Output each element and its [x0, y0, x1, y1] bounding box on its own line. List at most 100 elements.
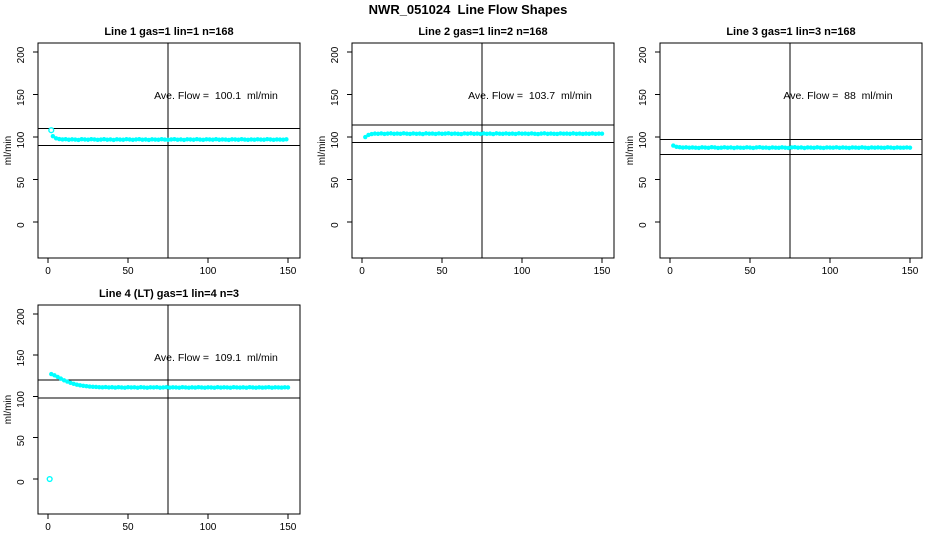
x-tick-label: 150 [280, 522, 297, 533]
data-point [786, 145, 791, 151]
data-point [281, 137, 286, 142]
data-point [683, 145, 689, 150]
data-point [92, 137, 97, 142]
data-point [583, 131, 589, 136]
data-point [827, 145, 833, 150]
x-tick-label: 0 [45, 522, 51, 533]
y-tick-label: 100 [330, 131, 341, 148]
data-point [79, 137, 84, 142]
y-tick-label: 100 [16, 131, 27, 148]
data-point [516, 131, 522, 136]
data-point [237, 385, 243, 390]
panel-title-line-4: Line 4 (LT) gas=1 lin=4 n=3 [98, 288, 240, 300]
data-points [363, 131, 605, 140]
data-point [223, 137, 228, 142]
data-point [674, 144, 679, 150]
data-point [164, 384, 169, 390]
data-point [863, 145, 868, 150]
data-point [207, 137, 212, 142]
data-point [596, 131, 602, 136]
y-tick-label: 200 [638, 46, 649, 63]
data-point [116, 384, 121, 390]
data-point [148, 385, 153, 390]
data-point [770, 145, 775, 150]
data-point [548, 131, 554, 136]
data-point [824, 145, 830, 150]
data-point [699, 145, 705, 150]
data-point [274, 137, 280, 142]
data-point [133, 137, 139, 142]
data-point [169, 137, 174, 142]
data-point [744, 145, 750, 150]
y-axis-label: ml/min [317, 136, 328, 165]
data-point [395, 131, 400, 136]
data-point [564, 131, 570, 136]
data-point [722, 145, 727, 150]
data-point [735, 145, 740, 150]
data-point [159, 137, 164, 142]
data-point [100, 385, 105, 390]
data-point [529, 131, 534, 136]
data-point [423, 131, 429, 136]
panel-line-3: Line 3 gas=1 lin=3 n=168 0 50 100 150 0 50 100… [622, 18, 936, 278]
x-tick-label: 100 [822, 266, 839, 277]
data-point [907, 145, 913, 150]
data-point [260, 385, 265, 390]
x-tick-label: 100 [514, 266, 531, 277]
data-point [205, 385, 211, 390]
data-point [687, 145, 692, 150]
plot-line-2: 0 50 100 150 0 50 100 150 200 ml/min [317, 42, 615, 277]
x-tick-label: 50 [744, 266, 756, 277]
data-point [84, 384, 89, 389]
data-point [475, 131, 480, 136]
data-point [89, 136, 94, 142]
data-point [818, 145, 823, 150]
data-point [212, 385, 217, 390]
data-point [57, 136, 62, 142]
data-point [202, 385, 208, 390]
data-point [888, 145, 894, 150]
data-point [709, 145, 714, 150]
y-tick-label: 100 [16, 391, 27, 408]
data-point [242, 137, 248, 142]
data-point [105, 137, 110, 142]
data-point [587, 131, 592, 136]
data-point [98, 137, 104, 142]
data-point [462, 131, 467, 136]
data-point [837, 145, 842, 151]
data-point [69, 137, 75, 142]
data-point [149, 137, 155, 142]
data-point [197, 137, 203, 142]
data-point [119, 385, 124, 390]
data-point [561, 131, 566, 136]
y-tick-label: 150 [16, 89, 27, 106]
data-point [391, 131, 397, 137]
data-point [103, 384, 108, 390]
data-point [109, 385, 115, 390]
data-point [285, 385, 291, 390]
y-tick-label: 50 [16, 435, 27, 447]
x-axis: 0 50 100 150 [667, 266, 918, 277]
data-point [132, 385, 137, 390]
data-point [850, 145, 855, 150]
data-point [526, 131, 531, 137]
data-point [162, 137, 168, 142]
data-point [859, 145, 865, 150]
data-point [866, 145, 871, 151]
ave-flow-annotation-line-1: Ave. Flow = 100.1 ml/min [154, 90, 278, 102]
panel-line-4: Line 4 (LT) gas=1 lin=4 n=3 0 50 100 150 0 50… [0, 280, 330, 540]
data-point [590, 131, 595, 136]
ave-flow-annotation-line-3: Ave. Flow = 88 ml/min [783, 90, 893, 102]
y-axis: 0 50 100 150 200 [16, 46, 27, 228]
data-point [73, 137, 78, 142]
data-points [671, 143, 913, 151]
plot-box [37, 304, 301, 515]
x-axis: 0 50 100 150 [359, 266, 610, 277]
data-point [234, 385, 240, 390]
data-point [507, 131, 512, 136]
data-point [523, 131, 528, 136]
x-tick-label: 50 [436, 266, 448, 277]
data-point [895, 145, 900, 150]
data-point [157, 385, 163, 390]
data-point [773, 145, 778, 150]
